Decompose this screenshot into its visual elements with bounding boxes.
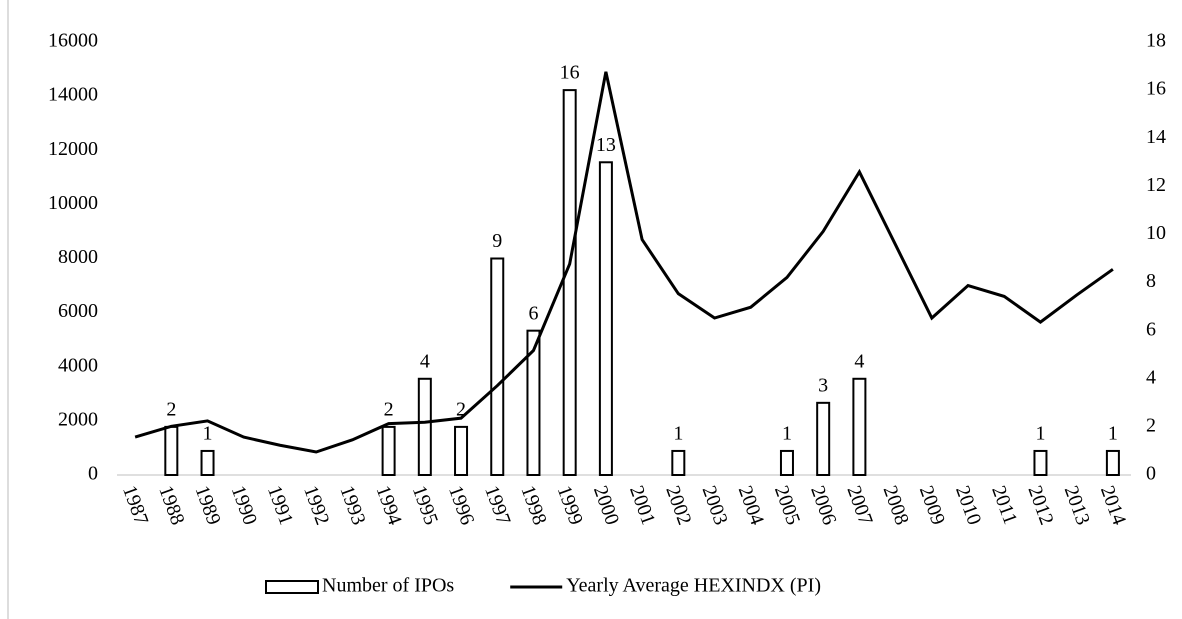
y-tick-label: 10000 (48, 192, 98, 214)
bar (779, 449, 794, 477)
x-tick-label: 1999 (553, 483, 587, 528)
x-tick-label: 1990 (227, 483, 261, 528)
x-tick-label: 1997 (480, 483, 514, 528)
x-tick-label: 2005 (770, 483, 804, 528)
bar (852, 377, 867, 476)
data-label: 1 (1108, 423, 1118, 445)
bar (1105, 449, 1120, 477)
bar (381, 425, 396, 476)
x-tick-label: 1998 (516, 483, 550, 528)
line (134, 71, 1114, 454)
x-tick-label: 1987 (118, 483, 152, 528)
x-tick-label: 2011 (987, 483, 1021, 527)
y-tick-label: 16000 (48, 30, 98, 52)
y2-tick-label: 8 (1146, 270, 1156, 292)
x-tick-label: 2008 (879, 483, 913, 528)
data-label: 1 (203, 423, 213, 445)
x-tick-label: 2000 (589, 483, 623, 528)
y-tick-label: 6000 (58, 300, 98, 322)
y2-tick-label: 16 (1146, 78, 1166, 100)
data-label: 3 (818, 374, 828, 396)
data-label: 2 (384, 398, 394, 420)
data-label: 1 (673, 423, 683, 445)
y2-tick-label: 18 (1146, 30, 1166, 52)
x-tick-label: 2013 (1060, 483, 1094, 528)
y2-tick-label: 12 (1146, 174, 1166, 196)
y2-tick-label: 2 (1146, 414, 1156, 436)
y-tick-label: 0 (88, 463, 98, 485)
bar (200, 449, 215, 477)
x-tick-label: 2009 (915, 483, 949, 528)
y-tick-label: 8000 (58, 246, 98, 268)
y2-tick-label: 14 (1146, 126, 1166, 148)
bar (562, 89, 577, 476)
data-label: 16 (560, 62, 580, 84)
data-label: 9 (492, 230, 502, 252)
x-tick-label: 1993 (335, 483, 369, 528)
legend-label: Number of IPOs (322, 575, 454, 597)
x-tick-label: 1992 (299, 483, 333, 528)
data-label: 1 (1035, 423, 1045, 445)
x-tick-label: 2012 (1023, 483, 1057, 528)
x-tick-label: 2004 (734, 483, 768, 528)
y2-tick-label: 6 (1146, 318, 1156, 340)
bar (1033, 449, 1048, 477)
y-tick-label: 12000 (48, 138, 98, 160)
bar (454, 425, 469, 476)
x-tick-label: 1988 (154, 483, 188, 528)
bar (598, 161, 613, 476)
x-tick-label: 2014 (1096, 483, 1130, 528)
data-label: 13 (596, 134, 616, 156)
x-tick-label: 2006 (806, 483, 840, 528)
x-tick-label: 2007 (842, 483, 876, 528)
x-tick-label: 2001 (625, 483, 659, 528)
data-label: 4 (854, 350, 864, 372)
data-label: 4 (420, 350, 430, 372)
data-label: 6 (528, 302, 538, 324)
y2-tick-label: 4 (1146, 366, 1156, 388)
y2-tick-label: 0 (1146, 463, 1156, 485)
bar (671, 449, 686, 477)
x-tick-label: 1996 (444, 483, 478, 528)
x-tick-label: 2003 (698, 483, 732, 528)
y-tick-label: 2000 (58, 408, 98, 430)
bar (417, 377, 432, 476)
data-label: 1 (782, 423, 792, 445)
legend-swatch (265, 580, 319, 594)
legend-label: Yearly Average HEXINDX (PI) (566, 575, 821, 597)
y-tick-label: 14000 (48, 84, 98, 106)
data-label: 2 (166, 398, 176, 420)
bar (526, 329, 541, 476)
x-tick-label: 2002 (661, 483, 695, 528)
bar (164, 425, 179, 476)
x-tick-label: 1995 (408, 483, 442, 528)
bar (816, 401, 831, 477)
x-tick-label: 1994 (372, 483, 406, 528)
x-tick-label: 2010 (951, 483, 985, 528)
x-tick-label: 1991 (263, 483, 297, 528)
x-tick-label: 1989 (191, 483, 225, 528)
y2-tick-label: 10 (1146, 222, 1166, 244)
data-label: 2 (456, 398, 466, 420)
y-tick-label: 4000 (58, 354, 98, 376)
bar (490, 257, 505, 476)
